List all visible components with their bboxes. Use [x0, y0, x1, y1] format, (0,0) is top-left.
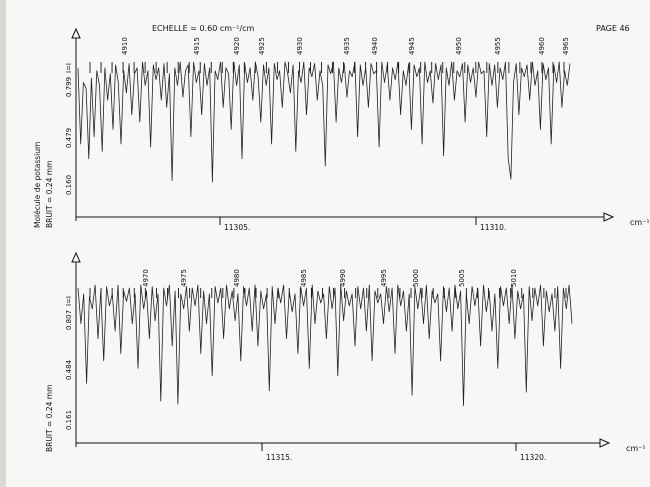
- p1-spectrum-line: [77, 61, 571, 183]
- p1-x-unit-label: cm⁻¹: [630, 218, 650, 227]
- p1-line-number: 4935: [343, 37, 351, 55]
- p2-x-unit-label: cm⁻¹: [626, 444, 646, 453]
- p2-x-tick-label: 11320.: [520, 453, 546, 462]
- p1-line-number: 4960: [538, 37, 546, 55]
- p1-y-tick-label: 0.160: [65, 175, 73, 195]
- p2-line-number: 4985: [300, 269, 308, 287]
- p2-line-number: 4975: [180, 269, 188, 287]
- p1-line-number: 4955: [494, 37, 502, 55]
- p1-line-number: 4965: [562, 37, 570, 55]
- p1-line-number: 4915: [193, 37, 201, 55]
- page-edge-shadow: [0, 0, 6, 487]
- p2-line-number: 5000: [412, 269, 420, 287]
- p2-line-number: 5010: [510, 269, 518, 287]
- p2-line-number: 4970: [142, 269, 150, 287]
- scale-label: ECHELLE = 0.60 cm⁻¹/cm: [152, 24, 255, 33]
- p1-y-tick-label: 0.799: [65, 77, 73, 97]
- p2-y-tick-label: 0.161: [65, 410, 73, 430]
- p1-y-tick-label: 0.479: [65, 128, 73, 148]
- p2-y-tick-label: 0.807: [65, 310, 73, 330]
- p2-line-number: 4980: [233, 269, 241, 287]
- p2-spectrum-line: [77, 284, 573, 406]
- p1-x-axis-arrow: [603, 212, 615, 222]
- p1-line-number: 4950: [455, 37, 463, 55]
- p1-line-number: 4945: [408, 37, 416, 55]
- p2-line-number: 4995: [380, 269, 388, 287]
- p1-line-number: 4930: [296, 37, 304, 55]
- p2-y-axis-arrow: [71, 251, 81, 263]
- page-number: PAGE 46: [596, 24, 630, 33]
- p1-line-number: 4910: [121, 37, 129, 55]
- p1-line-number: 4925: [258, 37, 266, 55]
- p2-x-axis-arrow: [599, 438, 611, 448]
- p1-line-number: 4940: [371, 37, 379, 55]
- p2-line-number: 4990: [339, 269, 347, 287]
- p2-line-number: 5005: [458, 269, 466, 287]
- p1-line-number: 4920: [233, 37, 241, 55]
- p2-y-tick-label: 0.484: [65, 359, 73, 380]
- p1-x-tick-label: 11305.: [224, 223, 250, 232]
- p2-y-marker: I=I: [65, 296, 73, 306]
- p1-y-marker: I=I: [65, 63, 73, 73]
- p2-x-tick-label: 11315.: [266, 453, 292, 462]
- p1-x-tick-label: 11310.: [480, 223, 506, 232]
- p1-y-axis-arrow: [71, 27, 81, 39]
